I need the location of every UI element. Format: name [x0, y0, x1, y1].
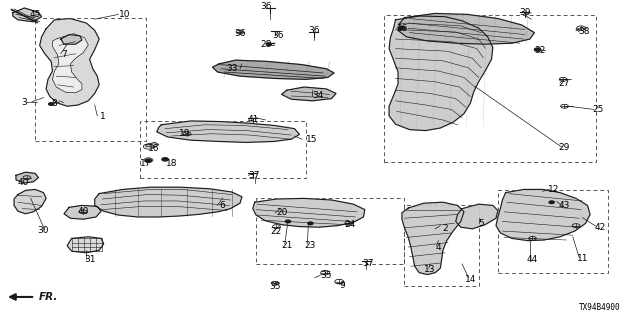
Circle shape	[308, 222, 313, 225]
Text: 19: 19	[179, 129, 190, 138]
Circle shape	[285, 220, 291, 223]
Text: 5: 5	[479, 219, 484, 228]
Text: 32: 32	[534, 46, 545, 55]
Polygon shape	[61, 35, 82, 44]
Text: 37: 37	[362, 259, 374, 268]
Text: 16: 16	[148, 144, 159, 153]
Text: 44: 44	[527, 255, 538, 264]
Text: 4: 4	[436, 243, 441, 252]
Polygon shape	[402, 202, 464, 275]
Polygon shape	[95, 187, 242, 217]
Text: 35: 35	[321, 271, 332, 280]
Bar	[256, 198, 404, 264]
Circle shape	[399, 27, 405, 30]
Text: 1: 1	[100, 112, 105, 121]
Text: 36: 36	[308, 26, 319, 35]
Text: 10: 10	[119, 10, 131, 19]
Text: 21: 21	[281, 241, 292, 250]
Text: 15: 15	[306, 135, 317, 144]
Text: 6: 6	[220, 201, 225, 210]
Polygon shape	[398, 13, 534, 44]
Polygon shape	[16, 172, 38, 183]
Polygon shape	[157, 121, 300, 142]
Text: 42: 42	[595, 223, 606, 232]
Text: 2: 2	[442, 224, 447, 233]
Polygon shape	[496, 189, 590, 241]
Text: 41: 41	[247, 116, 259, 124]
Text: 35: 35	[269, 282, 281, 291]
Text: 36: 36	[234, 29, 246, 38]
Text: 39: 39	[519, 8, 531, 17]
Text: FR.: FR.	[38, 292, 58, 302]
Polygon shape	[40, 19, 99, 106]
Text: 8: 8	[52, 100, 57, 108]
Text: 28: 28	[260, 40, 271, 49]
Polygon shape	[67, 237, 104, 253]
Text: 31: 31	[84, 255, 95, 264]
Text: 22: 22	[271, 227, 282, 236]
Text: 29: 29	[559, 143, 570, 152]
Text: 14: 14	[465, 275, 476, 284]
Text: 38: 38	[578, 28, 589, 36]
Text: 40: 40	[18, 178, 29, 187]
Polygon shape	[14, 189, 46, 214]
Text: 40: 40	[77, 207, 89, 216]
Text: 36: 36	[273, 31, 284, 40]
Polygon shape	[389, 16, 493, 131]
Circle shape	[266, 43, 271, 45]
Bar	[140, 121, 306, 178]
Text: 17: 17	[140, 159, 152, 168]
Circle shape	[49, 103, 54, 105]
Text: 45: 45	[29, 10, 41, 19]
Text: 36: 36	[260, 2, 271, 11]
Text: 33: 33	[227, 64, 238, 73]
Text: 3: 3	[22, 98, 27, 107]
Text: 9: 9	[340, 281, 345, 290]
Text: 37: 37	[248, 171, 260, 180]
Polygon shape	[13, 8, 42, 22]
Bar	[498, 190, 608, 273]
Bar	[384, 15, 596, 162]
Circle shape	[534, 48, 541, 51]
Bar	[35, 18, 146, 141]
Text: 43: 43	[559, 201, 570, 210]
Polygon shape	[212, 60, 334, 79]
Text: 34: 34	[312, 92, 324, 100]
Text: 18: 18	[166, 159, 177, 168]
Text: 26: 26	[396, 24, 408, 33]
Circle shape	[549, 201, 554, 204]
Circle shape	[162, 158, 168, 161]
Polygon shape	[52, 34, 88, 93]
Polygon shape	[282, 87, 336, 101]
Text: 11: 11	[577, 254, 588, 263]
Bar	[404, 205, 479, 286]
Text: 7: 7	[61, 50, 67, 59]
Text: TX94B4900: TX94B4900	[579, 303, 621, 312]
Polygon shape	[64, 205, 101, 219]
Text: 27: 27	[559, 79, 570, 88]
Circle shape	[145, 159, 152, 162]
Text: 13: 13	[424, 265, 436, 274]
Text: 25: 25	[592, 105, 604, 114]
Text: 23: 23	[304, 241, 316, 250]
Polygon shape	[253, 198, 365, 227]
Text: 20: 20	[276, 208, 287, 217]
Text: 24: 24	[344, 220, 356, 229]
Polygon shape	[146, 142, 159, 147]
Text: 12: 12	[548, 185, 559, 194]
Text: 30: 30	[38, 226, 49, 235]
Polygon shape	[456, 204, 498, 229]
